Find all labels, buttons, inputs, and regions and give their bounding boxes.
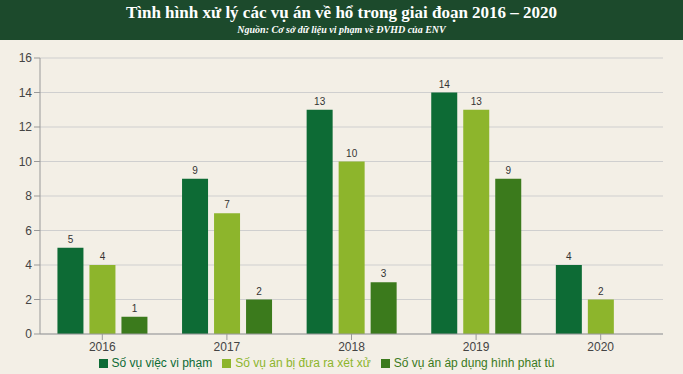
html-text:Số vụ án áp dụng hình phạt tù: Số vụ án áp dụng hình phạt tù <box>393 356 555 370</box>
svg-text:4: 4 <box>25 258 32 272</box>
svg-text:2: 2 <box>256 286 262 297</box>
svg-text:1: 1 <box>132 303 138 314</box>
svg-text:2020: 2020 <box>587 340 614 354</box>
svg-text:2019: 2019 <box>463 340 490 354</box>
svg-text:14: 14 <box>19 86 33 100</box>
svg-text:3: 3 <box>381 268 387 279</box>
svg-text:0: 0 <box>25 327 32 341</box>
html-text:Số vụ án bị đưa ra xét xử: Số vụ án bị đưa ra xét xử <box>235 356 371 370</box>
svg-text:9: 9 <box>505 165 511 176</box>
svg-text:2: 2 <box>598 286 604 297</box>
svg-text:13: 13 <box>314 96 326 107</box>
html-text:Tình hình xử lý các vụ án về h: Tình hình xử lý các vụ án về hổ trong gi… <box>125 3 558 22</box>
svg-text:2016: 2016 <box>89 340 116 354</box>
svg-text:9: 9 <box>192 165 198 176</box>
svg-text:7: 7 <box>224 199 230 210</box>
svg-text:8: 8 <box>25 189 32 203</box>
svg-text:2017: 2017 <box>214 340 241 354</box>
svg-text:14: 14 <box>439 79 451 90</box>
svg-text:13: 13 <box>471 96 483 107</box>
svg-text:4: 4 <box>100 251 106 262</box>
svg-text:4: 4 <box>566 251 572 262</box>
html-text:Số vụ việc vi phạm: Số vụ việc vi phạm <box>111 356 213 370</box>
svg-text:6: 6 <box>25 224 32 238</box>
svg-text:10: 10 <box>19 155 33 169</box>
svg-text:10: 10 <box>346 148 358 159</box>
svg-text:12: 12 <box>19 120 33 134</box>
svg-text:5: 5 <box>68 234 74 245</box>
html-text:Nguồn: Cơ sở dữ liệu vi phạm v: Nguồn: Cơ sở dữ liệu vi phạm về ĐVHD của… <box>237 24 446 35</box>
svg-text:16: 16 <box>19 51 33 65</box>
svg-text:2018: 2018 <box>338 340 365 354</box>
svg-text:2: 2 <box>25 293 32 307</box>
